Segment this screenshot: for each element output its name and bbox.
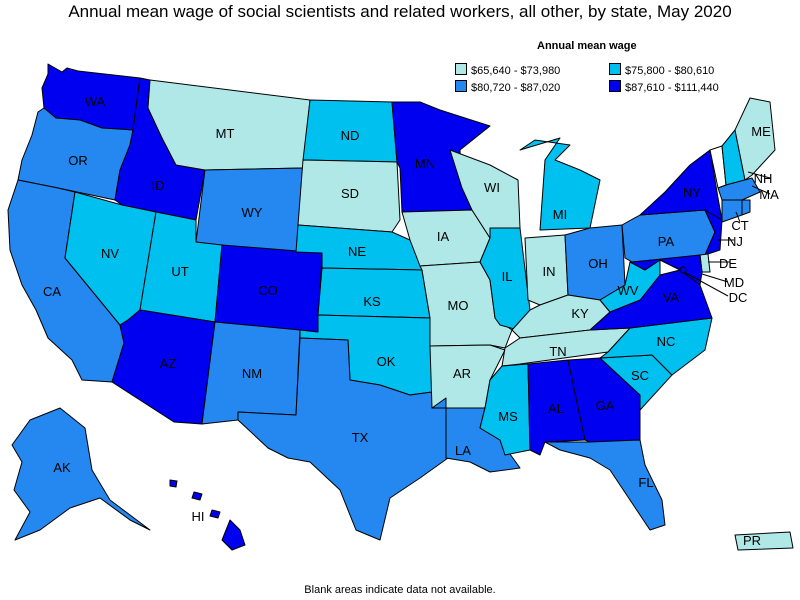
state-DC[interactable] [679,266,687,274]
label-MD: MD [724,275,744,290]
label-LA: LA [455,443,471,458]
label-WV: WV [618,283,639,298]
label-WI: WI [484,180,500,195]
label-NE: NE [348,244,366,259]
state-HI-group [169,479,246,551]
label-NY: NY [683,185,701,200]
label-OH: OH [588,256,608,271]
state-MT[interactable] [147,79,311,171]
label-UT: UT [171,264,188,279]
legend-label-1: $65,640 - $73,980 [471,65,561,77]
label-CO: CO [258,283,278,298]
label-MI: MI [553,207,567,222]
legend-swatch-3 [455,80,467,92]
legend-item-bin-2: $75,800 - $80,610 [609,63,714,77]
state-IL[interactable] [479,227,531,331]
label-MT: MT [216,126,235,141]
label-MO: MO [448,298,469,313]
label-ID: ID [152,178,165,193]
state-RI[interactable] [741,199,751,216]
state-HI-oahu[interactable] [191,491,203,501]
map-title: Annual mean wage of social scientists an… [68,2,732,21]
label-NC: NC [657,334,676,349]
label-GA: GA [596,398,615,413]
state-HI-kauai[interactable] [169,479,178,488]
label-MS: MS [498,409,518,424]
label-TX: TX [352,430,369,445]
label-SC: SC [631,368,649,383]
label-MN: MN [415,156,435,171]
label-NV: NV [101,246,119,261]
label-ND: ND [341,128,360,143]
label-AZ: AZ [160,356,177,371]
state-FL[interactable] [544,439,666,531]
footnote: Blank areas indicate data not available. [304,584,496,596]
label-VA: VA [663,290,680,305]
label-ME: ME [751,124,771,139]
state-TX[interactable] [237,337,449,541]
label-IA: IA [437,229,450,244]
label-AL: AL [548,401,564,416]
legend-swatch-2 [609,63,621,75]
label-DC: DC [729,290,748,305]
legend-swatch-1 [455,63,467,75]
label-OK: OK [377,354,396,369]
legend-item-bin-1: $65,640 - $73,980 [455,63,560,77]
legend-item-bin-3: $80,720 - $87,020 [455,80,560,94]
state-MI[interactable] [519,137,601,231]
legend-label-2: $75,800 - $80,610 [625,65,715,77]
state-NJ[interactable] [704,209,723,256]
label-PR: PR [743,533,761,548]
label-KY: KY [571,306,589,321]
label-NH: NH [754,171,773,186]
label-MA: MA [759,187,779,202]
label-PA: PA [658,234,675,249]
label-NJ: NJ [727,234,743,249]
label-AR: AR [453,366,471,381]
label-KS: KS [363,294,381,309]
label-WA: WA [85,94,106,109]
label-DE: DE [719,256,737,271]
label-NM: NM [242,366,262,381]
label-HI: HI [192,509,205,524]
legend-swatch-4 [609,80,621,92]
label-FL: FL [638,475,653,490]
state-HI-big-island[interactable] [221,519,246,551]
state-SD[interactable] [297,159,401,233]
label-IL: IL [502,269,513,284]
label-CA: CA [43,284,61,299]
legend-label-3: $80,720 - $87,020 [471,82,561,94]
leader-lines [683,171,771,297]
state-KS[interactable] [317,267,431,319]
label-IN: IN [543,264,556,279]
legend-item-bin-4: $87,610 - $111,440 [609,80,719,94]
label-WY: WY [242,205,263,220]
label-OR: OR [68,153,88,168]
legend-label-4: $87,610 - $111,440 [625,82,719,94]
label-SD: SD [341,186,359,201]
state-PR[interactable] [734,531,794,551]
label-TN: TN [549,344,566,359]
label-CT: CT [731,218,748,233]
legend-title: Annual mean wage [537,40,637,52]
label-AK: AK [53,460,71,475]
legend: $65,640 - $73,980 $75,800 - $80,610 $80,… [455,63,795,97]
state-HI-maui[interactable] [209,509,221,519]
state-labels: WA OR CA ID NV MT WY UT AZ CO NM ND SD N… [43,94,779,548]
state-AK[interactable] [11,407,151,541]
